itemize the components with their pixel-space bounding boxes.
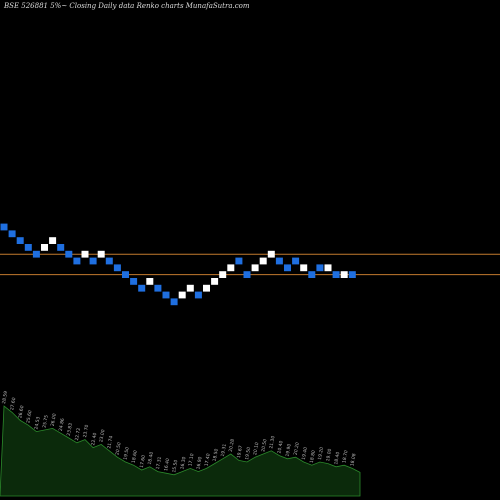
volume-label: 18.08 <box>349 453 357 467</box>
volume-label: 19.40 <box>301 446 309 460</box>
renko-brick <box>219 271 227 278</box>
volume-label: 20.50 <box>114 442 122 456</box>
volume-label: 20.10 <box>252 442 260 456</box>
renko-brick <box>243 271 251 278</box>
volume-label: 19.00 <box>325 448 333 462</box>
renko-brick <box>57 244 65 251</box>
volume-label: 22.40 <box>90 432 98 446</box>
renko-brick <box>203 284 210 292</box>
renko-brick <box>211 278 219 285</box>
volume-label: 25.60 <box>25 410 33 424</box>
volume-label: 18.40 <box>147 451 155 465</box>
volume-label: 23.00 <box>98 429 106 443</box>
renko-brick <box>81 250 89 258</box>
renko-brick <box>186 284 194 292</box>
volume-label: 18.70 <box>341 450 349 464</box>
renko-brick <box>235 257 243 265</box>
renko-brick <box>340 271 348 278</box>
renko-brick <box>275 257 283 265</box>
renko-brick <box>324 264 332 272</box>
renko-brick <box>73 257 81 265</box>
volume-label: 19.67 <box>236 445 244 459</box>
renko-brick <box>32 250 40 258</box>
volume-label: 18.60 <box>131 450 139 464</box>
volume-label: 15.50 <box>171 459 179 473</box>
renko-brick <box>97 250 105 258</box>
renko-brick <box>284 264 291 272</box>
renko-brick <box>122 271 129 278</box>
volume-label: 27.60 <box>9 397 17 411</box>
renko-brick <box>113 264 121 272</box>
renko-brick <box>65 250 73 258</box>
volume-label: 21.30 <box>268 435 276 449</box>
renko-brick <box>24 244 32 251</box>
renko-brick <box>105 257 113 265</box>
renko-brick <box>146 278 154 285</box>
volume-label: 18.50 <box>212 448 220 462</box>
volume-label: 26.00 <box>50 413 58 427</box>
renko-brick <box>138 284 146 292</box>
renko-brick <box>308 271 316 278</box>
volume-label: 21.74 <box>106 435 114 449</box>
renko-brick <box>0 223 8 231</box>
volume-label: 24.53 <box>33 416 41 430</box>
renko-brick <box>170 298 178 306</box>
volume-label: 19.31 <box>220 443 228 457</box>
renko-brick <box>348 271 356 278</box>
volume-label: 20.50 <box>260 438 268 452</box>
renko-brick <box>267 250 275 258</box>
renko-brick <box>16 237 24 244</box>
volume-label: 28.59 <box>1 390 9 404</box>
volume-label: 23.70 <box>82 424 90 438</box>
renko-brick <box>194 291 202 299</box>
volume-label: 17.40 <box>204 453 212 467</box>
renko-brick <box>332 271 340 278</box>
volume-label: 20.28 <box>228 438 236 452</box>
volume-label: 19.20 <box>317 446 325 460</box>
volume-label: 20.40 <box>276 440 284 454</box>
renko-brick <box>8 230 16 238</box>
renko-brick <box>41 244 48 251</box>
volume-label: 24.86 <box>58 418 66 432</box>
volume-label: 19.50 <box>123 446 131 460</box>
volume-label: 20.20 <box>293 442 301 456</box>
renko-brick <box>292 257 300 265</box>
volume-label: 18.80 <box>309 450 317 464</box>
renko-brick <box>154 284 162 292</box>
volume-label: 25.75 <box>42 414 50 428</box>
renko-brick <box>130 278 138 285</box>
volume-label: 26.60 <box>17 405 25 419</box>
chart-title: BSE 526881 5%~ Closing Daily data Renko … <box>4 2 250 10</box>
volume-label: 18.40 <box>333 451 341 465</box>
volume-label: 19.90 <box>285 443 293 457</box>
volume-label: 17.60 <box>139 454 147 468</box>
volume-label: 17.31 <box>155 456 163 470</box>
renko-brick <box>89 257 97 265</box>
volume-label: 23.83 <box>66 422 74 436</box>
renko-brick <box>316 264 324 272</box>
volume-label: 16.90 <box>195 456 203 470</box>
renko-brick <box>49 237 57 244</box>
volume-label: 22.72 <box>74 427 82 441</box>
volume-area <box>0 405 361 497</box>
volume-label: 16.30 <box>179 456 187 470</box>
renko-brick <box>251 264 259 272</box>
renko-brick <box>162 291 170 299</box>
volume-label: 19.50 <box>244 446 252 460</box>
volume-label: 17.10 <box>187 453 195 467</box>
volume-label: 16.40 <box>163 458 171 472</box>
renko-brick <box>300 264 308 272</box>
renko-brick <box>227 264 235 272</box>
renko-brick <box>178 291 186 299</box>
renko-brick <box>259 257 267 265</box>
